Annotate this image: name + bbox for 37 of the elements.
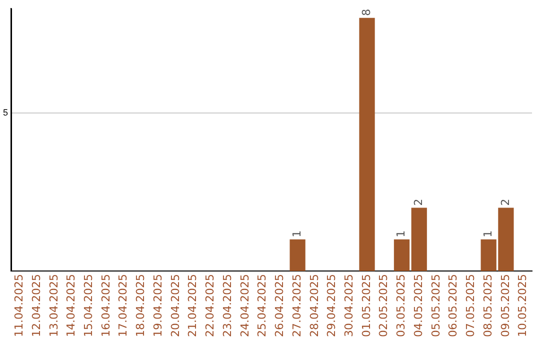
x-tick-label: 21.04.2025	[186, 274, 200, 338]
x-tick-label: 02.05.2025	[377, 274, 390, 338]
data-label: 8	[360, 8, 373, 16]
x-tick-label: 30.04.2025	[342, 274, 356, 338]
x-tick-label: 16.04.2025	[99, 274, 112, 338]
data-label: 2	[412, 198, 425, 206]
x-tick-label: 13.04.2025	[47, 274, 60, 338]
data-label: 2	[498, 198, 512, 206]
x-tick-label: 10.05.2025	[516, 274, 530, 338]
x-tick-label: 12.04.2025	[30, 274, 43, 338]
x-tick-label: 24.04.2025	[238, 274, 252, 338]
x-tick-label: 06.05.2025	[446, 274, 460, 338]
data-label: 1	[290, 230, 304, 238]
x-tick-label: 17.04.2025	[116, 274, 130, 338]
x-tick-label: 15.04.2025	[82, 274, 96, 338]
x-tick-label: 08.05.2025	[481, 274, 494, 338]
x-tick-label: 23.04.2025	[220, 274, 234, 338]
x-tick-label: 18.04.2025	[134, 274, 148, 338]
x-tick-label: 19.04.2025	[151, 274, 164, 338]
y-tick-label: 5	[2, 107, 8, 118]
x-tick-label: 03.05.2025	[394, 274, 408, 338]
x-tick-label: 11.04.2025	[12, 274, 26, 338]
x-tick-label: 27.04.2025	[290, 274, 304, 338]
x-tick-label: 28.04.2025	[308, 274, 321, 338]
x-tick-label: 29.04.2025	[325, 274, 338, 338]
x-tick-label: 01.05.2025	[360, 274, 373, 338]
x-tick-label: 25.04.2025	[256, 274, 269, 338]
x-tick-label: 04.05.2025	[412, 274, 425, 338]
x-tick-label: 07.05.2025	[464, 274, 478, 338]
x-tick-label: 05.05.2025	[429, 274, 442, 338]
x-tick-label: 22.04.2025	[204, 274, 217, 338]
x-tick-label: 26.04.2025	[273, 274, 286, 338]
x-tick-label: 14.04.2025	[64, 274, 78, 338]
x-tick-label: 20.04.2025	[168, 274, 182, 338]
data-label: 1	[481, 230, 494, 238]
x-tick-label: 09.05.2025	[498, 274, 512, 338]
data-label: 1	[394, 230, 408, 238]
